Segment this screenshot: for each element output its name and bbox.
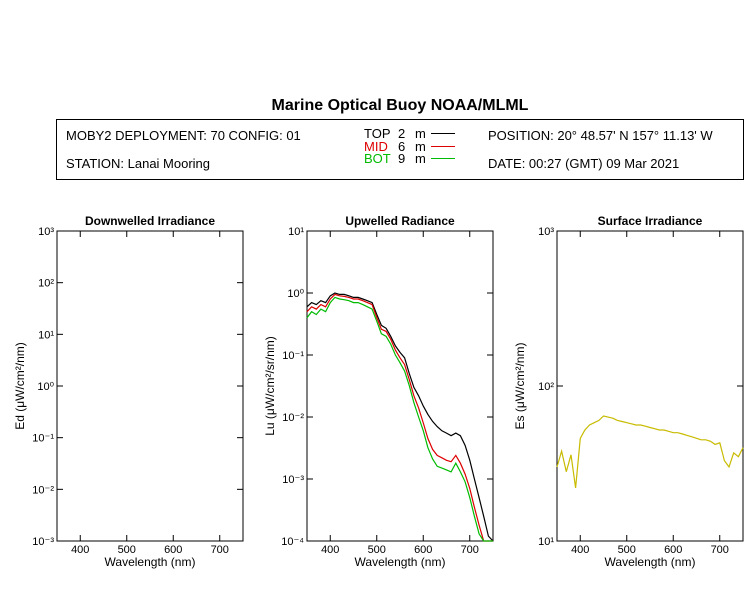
y-tick-label-1: 10⁻³ <box>32 536 54 548</box>
y-tick-label-3: 10³ <box>538 226 554 238</box>
x-tick-label-2: 700 <box>461 544 479 556</box>
legend-unit-mid: m <box>415 139 426 154</box>
x-tick-label-3: 600 <box>664 544 682 556</box>
plot-frame-3 <box>556 230 744 542</box>
series-line-3-1 <box>556 415 744 488</box>
panel-title-3: Surface Irradiance <box>598 214 703 228</box>
y-axis-label-3: Es (μW/cm²/nm) <box>513 343 527 430</box>
position-label: POSITION: 20° 48.57' N 157° 11.13' W <box>488 128 713 143</box>
legend-line-mid <box>431 146 455 147</box>
panel-title-1: Downwelled Irradiance <box>85 214 215 228</box>
series-line-2-1 <box>306 292 494 542</box>
y-tick-label-2: 10⁰ <box>287 288 304 300</box>
date-label: DATE: 00:27 (GMT) 09 Mar 2021 <box>488 156 680 171</box>
y-tick-label-1: 10¹ <box>38 329 54 341</box>
legend-unit-top: m <box>415 126 426 141</box>
x-axis-label-2: Wavelength (nm) <box>355 555 446 569</box>
legend-depth-mid: 6 <box>398 139 406 154</box>
x-tick-label-1: 700 <box>211 544 229 556</box>
y-axis-label-2: Lu (μW/cm²/sr/nm) <box>263 336 277 436</box>
y-tick-label-2: 10⁻¹ <box>282 350 304 362</box>
x-axis-label-3: Wavelength (nm) <box>605 555 696 569</box>
legend-depth-top: 2 <box>398 126 406 141</box>
x-tick-label-1: 500 <box>118 544 136 556</box>
y-tick-label-1: 10⁰ <box>37 381 54 393</box>
legend-label-bot: BOT <box>364 151 391 166</box>
legend-label-top: TOP <box>364 126 391 141</box>
legend-depth-bot: 9 <box>398 151 406 166</box>
deployment-label: MOBY2 DEPLOYMENT: 70 CONFIG: 01 <box>66 128 301 143</box>
x-axis-label-1: Wavelength (nm) <box>105 555 196 569</box>
panel-title-2: Upwelled Radiance <box>345 214 455 228</box>
x-tick-label-3: 500 <box>618 544 636 556</box>
y-tick-label-1: 10⁻² <box>32 484 54 496</box>
y-tick-label-2: 10¹ <box>288 226 304 238</box>
chart-main-title: Marine Optical Buoy NOAA/MLML <box>271 97 529 114</box>
x-tick-label-1: 600 <box>164 544 182 556</box>
x-tick-label-3: 700 <box>711 544 729 556</box>
x-tick-label-2: 600 <box>414 544 432 556</box>
legend-unit-bot: m <box>415 151 426 166</box>
y-tick-label-2: 10⁻⁴ <box>281 536 304 548</box>
plot-frame-1 <box>56 230 244 542</box>
x-tick-label-2: 500 <box>368 544 386 556</box>
info-box: MOBY2 DEPLOYMENT: 70 CONFIG: 01 STATION:… <box>56 119 744 180</box>
y-tick-label-3: 10² <box>538 381 554 393</box>
y-tick-label-3: 10¹ <box>538 536 554 548</box>
legend-line-bot <box>431 158 455 159</box>
y-tick-label-1: 10³ <box>38 226 54 238</box>
plot-frame-2 <box>306 230 494 542</box>
legend-line-top <box>431 133 455 134</box>
x-tick-label-1: 400 <box>71 544 89 556</box>
series-line-2-2 <box>306 293 493 542</box>
y-tick-label-2: 10⁻³ <box>282 474 304 486</box>
legend-label-mid: MID <box>364 139 388 154</box>
y-tick-label-1: 10² <box>38 278 54 290</box>
y-axis-label-1: Ed (μW/cm²/nm) <box>13 342 27 430</box>
x-tick-label-3: 400 <box>571 544 589 556</box>
y-tick-label-2: 10⁻² <box>282 412 304 424</box>
x-tick-label-2: 400 <box>321 544 339 556</box>
y-tick-label-1: 10⁻¹ <box>32 433 54 445</box>
station-label: STATION: Lanai Mooring <box>66 156 211 171</box>
series-line-2-3 <box>306 296 493 542</box>
